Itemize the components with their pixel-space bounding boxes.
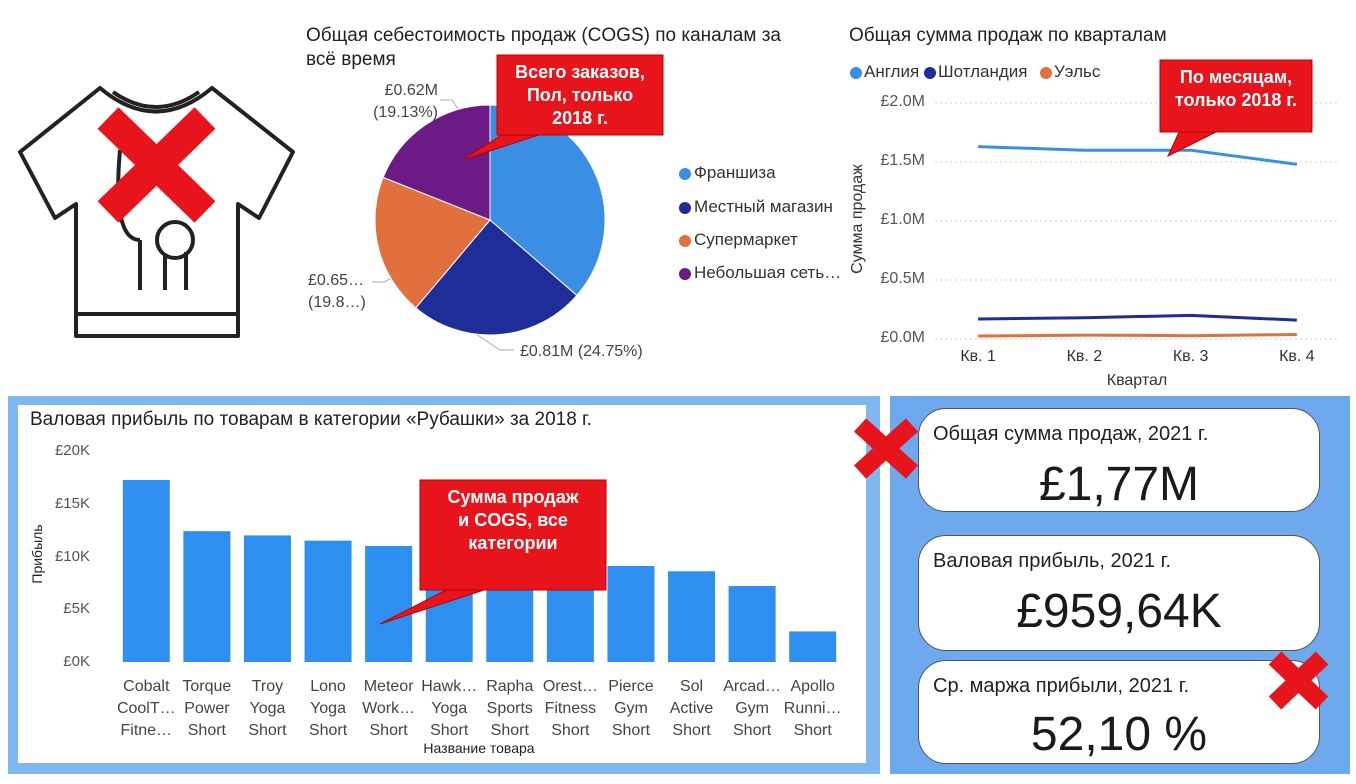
data-label: £0.62M (19.13%): [373, 82, 438, 121]
bar: [365, 545, 413, 662]
data-label: £0.81M (24.75%): [520, 343, 643, 360]
chart-title: Валовая прибыль по товарам в категории «…: [30, 409, 592, 430]
x-axis-title: Название товара: [423, 740, 535, 756]
bar: [304, 540, 352, 662]
kpi-card: Ср. маржа прибыли, 2021 г. 52,10 %: [918, 660, 1320, 764]
cross-icon: [97, 107, 216, 223]
chart-title: Общая сумма продаж по кварталам: [849, 25, 1167, 46]
y-tick-label: £2.0M: [880, 93, 925, 110]
x-tick-label: Orest… Fitness Short: [542, 678, 598, 739]
pie-slice: [374, 176, 491, 309]
legend-marker: [924, 67, 936, 79]
y-axis-title: Сумма продаж: [849, 164, 866, 274]
bar: [243, 535, 291, 662]
callout-text: По месяцам, только 2018 г.: [1174, 67, 1298, 110]
pie-slice: [415, 219, 578, 336]
y-tick-label: £0K: [63, 653, 90, 670]
bar: [607, 565, 655, 662]
callout-text: Всего заказов, Пол, только 2018 г.: [515, 62, 645, 128]
kpi-card: Валовая прибыль, 2021 г. £959,64K: [918, 535, 1320, 651]
x-tick-label: Troy Yoga Short: [248, 678, 287, 739]
y-tick-label: £15K: [54, 494, 90, 512]
callout-box: [496, 54, 664, 136]
y-tick-label: £0.0M: [880, 329, 925, 346]
x-tick-label: Arcad… Gym Short: [723, 678, 782, 739]
line-series: [978, 313, 1297, 322]
y-axis-title: Прибыль: [29, 524, 45, 584]
x-tick-label: Кв. 3: [1172, 348, 1209, 365]
kpi-title: Общая сумма продаж, 2021 г.: [933, 423, 1209, 445]
bar: [728, 586, 776, 662]
x-tick-label: Кв. 4: [1279, 348, 1315, 365]
legend-label: Англия: [864, 62, 920, 81]
x-axis-title: Квартал: [1106, 372, 1168, 389]
callout-text: Сумма продаж и COGS, все категории: [447, 487, 579, 553]
line-series: [978, 145, 1298, 166]
callout-box: [1159, 59, 1313, 133]
x-tick-label: Lono Yoga Short: [308, 678, 348, 739]
y-tick-label: £5K: [63, 600, 90, 618]
kpi-title: Ср. маржа прибыли, 2021 г.: [933, 675, 1190, 697]
x-tick-label: Hawk… Yoga Short: [421, 678, 478, 739]
x-tick-label: Cobalt CoolT… Fitne…: [116, 678, 176, 739]
x-tick-label: Sol Active Short: [669, 678, 714, 739]
kpi-card: Общая сумма продаж, 2021 г. £1,77M: [918, 408, 1320, 512]
x-tick-label: Pierce Gym Short: [608, 678, 654, 739]
legend-marker: [1040, 67, 1052, 79]
kpi-value: 52,10 %: [1030, 708, 1208, 761]
chart-title: Общая себестоимость продаж (COGS) по кан…: [306, 25, 781, 70]
legend-marker: [850, 67, 862, 79]
x-tick-label: Rapha Sports Short: [486, 678, 534, 739]
x-tick-label: Кв. 2: [1066, 348, 1103, 365]
callout-box: [419, 479, 607, 591]
legend-marker: [679, 168, 691, 180]
y-tick-label: £0.5M: [880, 270, 925, 287]
y-tick-label: £10K: [54, 547, 90, 565]
data-label: £0.65… (19.8…): [308, 272, 366, 311]
legend-label: Небольшая сеть…: [694, 263, 842, 282]
legend-label: Шотландия: [938, 62, 1028, 81]
kpi-title: Валовая прибыль, 2021 г.: [933, 550, 1172, 572]
legend-label: Местный магазин: [694, 197, 833, 216]
x-tick-label: Torque Power Short: [182, 678, 232, 739]
kpi-value: £959,64K: [1016, 585, 1222, 638]
bar: [122, 480, 170, 662]
legend-marker: [679, 268, 691, 280]
x-tick-label: Кв. 1: [960, 348, 996, 365]
tshirt-icon: [18, 86, 295, 338]
legend-marker: [679, 202, 691, 214]
legend-label: Супермаркет: [694, 230, 798, 249]
line-series: [978, 333, 1297, 338]
legend-label: Франшиза: [694, 163, 776, 182]
legend-label: Уэльс: [1054, 62, 1101, 81]
y-tick-label: £1.5M: [880, 152, 925, 169]
y-tick-label: £1.0M: [880, 211, 925, 228]
legend-marker: [679, 235, 691, 247]
cross-icon: [853, 418, 1329, 710]
y-tick-label: £20K: [54, 442, 90, 459]
x-tick-label: Meteor Work… Short: [362, 678, 416, 739]
pie-slice: [382, 104, 491, 221]
bar: [789, 631, 837, 662]
bar: [668, 571, 716, 662]
kpi-value: £1,77M: [1038, 458, 1200, 511]
bar: [183, 531, 231, 662]
x-tick-label: Apollo Runni… Short: [783, 678, 842, 739]
